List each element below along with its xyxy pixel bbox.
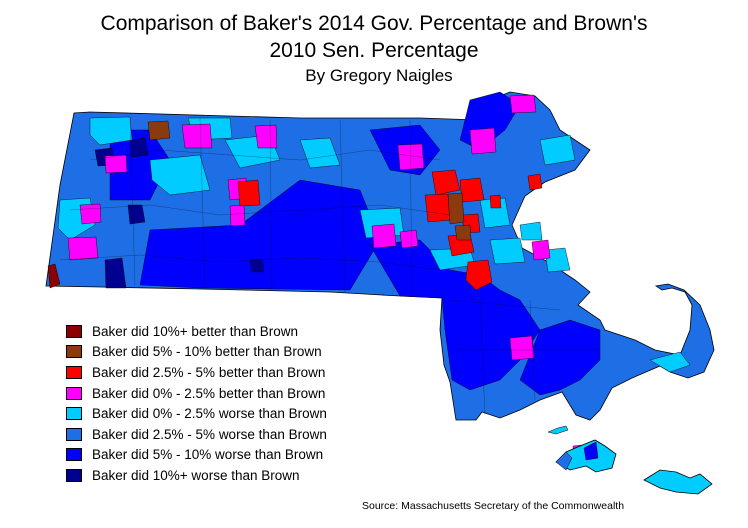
legend-item: Baker did 10%+ better than Brown [66,321,327,342]
legend-swatch [66,324,82,338]
title-line-2: 2010 Sen. Percentage [269,39,479,62]
category-2.5-5-better [237,169,543,291]
legend-label: Baker did 5% - 10% worse than Brown [92,447,324,463]
elizabeth-islands [547,425,569,435]
legend-swatch [66,468,82,482]
map-title: Comparison of Baker's 2014 Gov. Percenta… [0,10,748,64]
category-10-plus-better [47,263,61,289]
legend-swatch [66,386,82,400]
vineyard-town-2 [583,441,599,461]
byline: By Gregory Naigles [305,66,453,85]
legend-label: Baker did 0% - 2.5% worse than Brown [92,406,327,422]
legend-swatch [66,448,82,462]
category-5-10-better [147,120,472,241]
map-legend: Baker did 10%+ better than Brown Baker di… [66,321,327,486]
title-line-1: Comparison of Baker's 2014 Gov. Percenta… [100,12,648,35]
legend-item: Baker did 0% - 2.5% worse than Brown [66,403,327,424]
legend-item: Baker did 5% - 10% better than Brown [66,342,327,363]
legend-swatch [66,345,82,359]
category-0-2.5-better [67,94,585,467]
legend-swatch [66,427,82,441]
nantucket [643,469,713,495]
source-note: Source: Massachusetts Secretary of the C… [362,500,625,512]
legend-label: Baker did 5% - 10% better than Brown [92,344,322,360]
legend-label: Baker did 10%+ better than Brown [92,323,299,339]
legend-label: Baker did 2.5% - 5% better than Brown [92,364,326,380]
legend-swatch [66,407,82,421]
legend-item: Baker did 0% - 2.5% better than Brown [66,383,327,404]
town-boundaries [59,117,600,416]
legend-item: Baker did 5% - 10% worse than Brown [66,445,327,466]
legend-label: Baker did 10%+ worse than Brown [92,467,300,483]
legend-item: Baker did 2.5% - 5% worse than Brown [66,424,327,445]
legend-label: Baker did 2.5% - 5% worse than Brown [92,426,327,442]
legend-label: Baker did 0% - 2.5% better than Brown [92,385,326,401]
vineyard-town-1 [555,451,573,471]
legend-item: Baker did 10%+ worse than Brown [66,465,327,486]
legend-item: Baker did 2.5% - 5% better than Brown [66,362,327,383]
legend-swatch [66,365,82,379]
